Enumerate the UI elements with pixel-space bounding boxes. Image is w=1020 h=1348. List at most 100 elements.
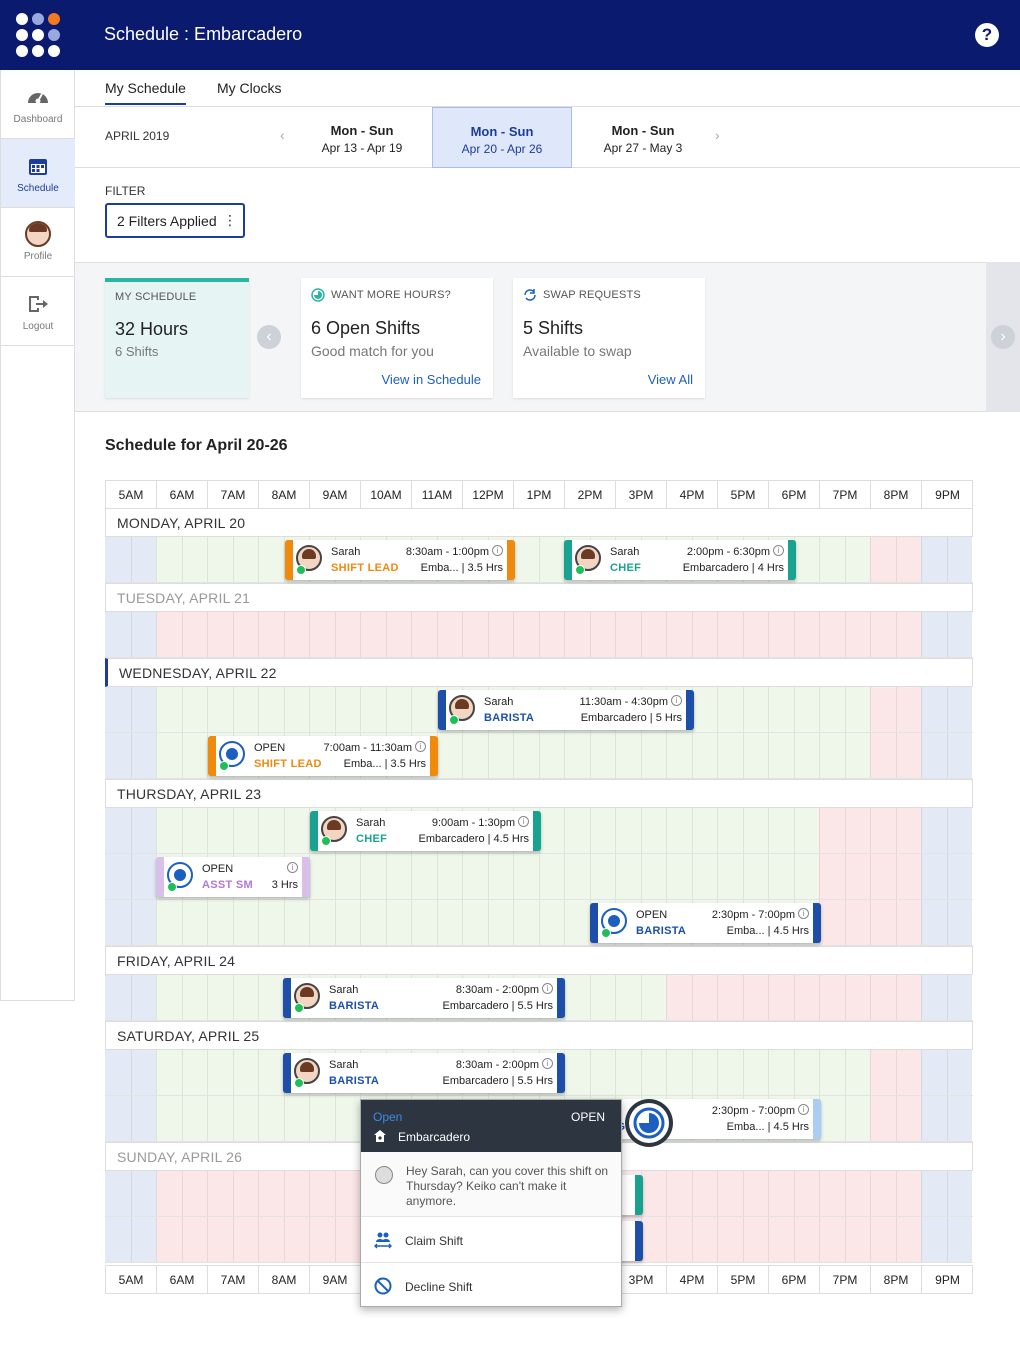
chevron-right-icon[interactable]: › bbox=[715, 127, 720, 143]
shift-name: Sarah bbox=[610, 546, 640, 558]
page-title: Schedule : Embarcadero bbox=[104, 24, 303, 44]
sidebar-item-dashboard[interactable]: Dashboard bbox=[1, 70, 75, 139]
avatar bbox=[296, 545, 322, 571]
grid-line bbox=[130, 1096, 132, 1141]
decline-shift-button[interactable]: Decline Shift bbox=[361, 1263, 621, 1309]
status-dot bbox=[601, 928, 611, 938]
grid-line bbox=[666, 612, 667, 657]
dashboard-icon bbox=[28, 93, 48, 104]
availability-band bbox=[105, 900, 156, 945]
day-header: THURSDAY, APRIL 23 bbox=[105, 779, 973, 808]
view-in-schedule-link[interactable]: View in Schedule bbox=[381, 372, 482, 387]
day-header: MONDAY, APRIL 20 bbox=[105, 508, 973, 537]
cards-next-button[interactable]: › bbox=[991, 325, 1015, 349]
shift-card[interactable]: Sarah CHEF 9:00am - 1:30pm i Embarcadero | 4… bbox=[310, 811, 541, 851]
grid-line bbox=[870, 1050, 871, 1095]
open-shift-icon bbox=[633, 1107, 665, 1139]
grid-line bbox=[895, 1050, 897, 1095]
status-dot bbox=[219, 761, 229, 771]
apps-grid-icon[interactable] bbox=[16, 13, 60, 57]
filter-value: 2 Filters Applied bbox=[117, 213, 217, 229]
grid-line bbox=[589, 612, 591, 657]
grid-line bbox=[640, 1050, 642, 1095]
filter-dropdown[interactable]: 2 Filters Applied ⋮ bbox=[105, 203, 245, 238]
week-range: Apr 13 - Apr 19 bbox=[321, 141, 403, 155]
grid-line bbox=[538, 612, 540, 657]
day-lane bbox=[105, 900, 973, 946]
tab-my-schedule[interactable]: My Schedule bbox=[105, 80, 186, 105]
grid-line bbox=[487, 612, 489, 657]
shift-role: BARISTA bbox=[484, 712, 535, 724]
grid-line bbox=[946, 854, 948, 899]
block-icon bbox=[374, 1277, 392, 1295]
info-icon[interactable]: i bbox=[492, 545, 503, 556]
grid-line bbox=[513, 612, 514, 657]
grid-line bbox=[895, 733, 897, 778]
grid-line bbox=[181, 1050, 183, 1095]
grid-line bbox=[258, 900, 259, 945]
info-icon[interactable]: i bbox=[415, 741, 426, 752]
week-title: Mon - Sun bbox=[470, 124, 534, 139]
week-title: Mon - Sun bbox=[611, 123, 675, 138]
grid-line bbox=[538, 537, 540, 582]
help-icon[interactable]: ? bbox=[975, 23, 999, 47]
grid-line bbox=[130, 900, 132, 945]
claim-shift-button[interactable]: Claim Shift bbox=[361, 1217, 621, 1263]
info-icon[interactable]: i bbox=[798, 908, 809, 919]
grid-line bbox=[921, 1171, 922, 1216]
sidebar-item-profile[interactable]: Profile bbox=[1, 208, 75, 277]
grid-line bbox=[691, 808, 693, 853]
hour-header-top: 5AM 6AM 7AM 8AM 9AM 10AM 11AM 12PM 1PM 2PM 3PM 4PM 5… bbox=[105, 480, 973, 509]
week-option[interactable]: Mon - Sun Apr 27 - May 3 bbox=[573, 107, 713, 168]
shift-role: BARISTA bbox=[329, 1000, 380, 1012]
grid-line bbox=[232, 1217, 234, 1262]
info-icon[interactable]: i bbox=[542, 1058, 553, 1069]
grid-line bbox=[691, 975, 693, 1020]
shift-card[interactable]: Sarah BARISTA 11:30am - 4:30pm i Embarcadero… bbox=[438, 690, 694, 730]
view-all-link[interactable]: View All bbox=[647, 372, 693, 387]
grid-line bbox=[870, 854, 871, 899]
info-icon[interactable]: i bbox=[798, 1104, 809, 1115]
card-header: MY SCHEDULE bbox=[115, 291, 197, 303]
availability-band bbox=[921, 854, 972, 899]
my-schedule-card[interactable]: MY SCHEDULE 32 Hours 6 Shifts bbox=[105, 278, 249, 398]
sidebar-item-schedule[interactable]: Schedule bbox=[1, 139, 75, 208]
card-big-value: 5 Shifts bbox=[523, 318, 584, 338]
grid-line bbox=[768, 687, 769, 732]
availability-band bbox=[870, 537, 921, 582]
info-icon[interactable]: i bbox=[671, 695, 682, 706]
grid-line bbox=[895, 975, 897, 1020]
popup-message-text: Hey Sarah, can you cover this shift on T… bbox=[406, 1164, 609, 1208]
week-option-selected[interactable]: Mon - Sun Apr 20 - Apr 26 bbox=[432, 107, 572, 168]
shift-card[interactable]: Sarah BARISTA 8:30am - 2:00pm i Embarcadero … bbox=[283, 1053, 565, 1093]
shift-role: BARISTA bbox=[329, 1075, 380, 1087]
cards-prev-button[interactable]: ‹ bbox=[257, 325, 281, 349]
grid-line bbox=[360, 612, 361, 657]
shift-card[interactable]: OPEN SHIFT LEAD 7:00am - 11:30am i Emba... |… bbox=[208, 736, 438, 776]
tab-my-clocks[interactable]: My Clocks bbox=[217, 80, 282, 96]
grid-line bbox=[895, 900, 897, 945]
grid-line bbox=[181, 1217, 183, 1262]
shift-card[interactable]: OPEN ASST SM i 3 Hrs bbox=[156, 857, 310, 897]
info-icon[interactable]: i bbox=[518, 816, 529, 827]
info-icon[interactable]: i bbox=[773, 545, 784, 556]
grid-line bbox=[385, 854, 387, 899]
chevron-left-icon[interactable]: ‹ bbox=[280, 127, 285, 143]
grid-line bbox=[207, 1096, 208, 1141]
shift-location-hours: Embarcadero | 5.5 Hrs bbox=[442, 1075, 553, 1087]
avatar bbox=[575, 545, 601, 571]
hour-label: 3PM bbox=[616, 481, 667, 508]
week-option[interactable]: Mon - Sun Apr 13 - Apr 19 bbox=[292, 107, 432, 168]
hour-label: 5PM bbox=[718, 1266, 769, 1293]
shift-card[interactable]: OPEN BARISTA 2:30pm - 7:00pm i Emba... | 4.5… bbox=[590, 903, 821, 943]
shift-card[interactable]: Sarah CHEF 2:00pm - 6:30pm i Embarcadero | 4… bbox=[564, 540, 796, 580]
info-icon[interactable]: i bbox=[542, 983, 553, 994]
grid-line bbox=[385, 687, 387, 732]
grid-line bbox=[564, 854, 565, 899]
shift-card[interactable]: Sarah SHIFT LEAD 8:30am - 1:00pm i Emba... |… bbox=[285, 540, 515, 580]
info-icon[interactable]: i bbox=[287, 862, 298, 873]
swap-icon bbox=[524, 289, 536, 301]
card-header: SWAP REQUESTS bbox=[543, 289, 641, 301]
sidebar-item-logout[interactable]: Logout bbox=[1, 277, 75, 346]
shift-card[interactable]: Sarah BARISTA 8:30am - 2:00pm i Embarcadero … bbox=[283, 978, 565, 1018]
